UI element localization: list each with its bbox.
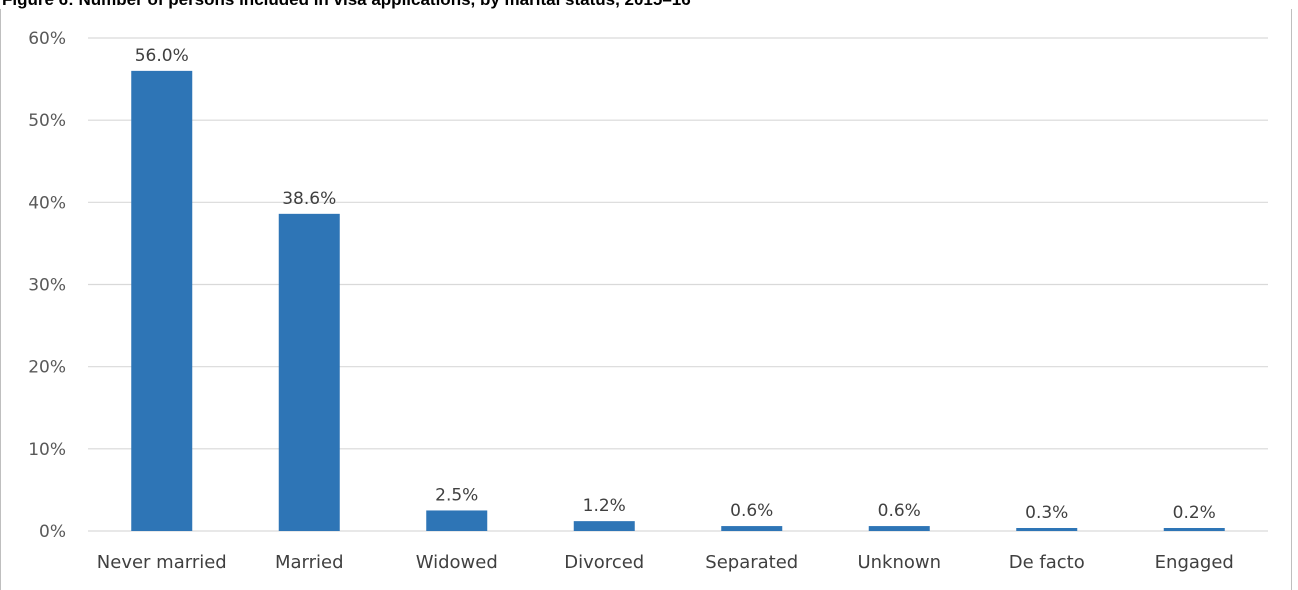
chart-title: Figure 6: Number of persons included in … <box>2 0 1292 9</box>
bar <box>1163 528 1225 531</box>
x-category-label: Married <box>275 552 344 573</box>
y-tick-label: 30% <box>28 276 66 296</box>
x-category-label: Separated <box>705 552 798 573</box>
chart-frame <box>0 9 1292 590</box>
bar <box>278 213 340 531</box>
x-category-label: Engaged <box>1155 552 1234 573</box>
data-label: 2.5% <box>435 485 478 505</box>
data-label: 56.0% <box>135 46 189 66</box>
bar <box>1016 528 1078 531</box>
x-axis-categories: Never married Married Widowed Divorced Separ… <box>97 552 1234 573</box>
data-label: 0.3% <box>1025 503 1068 523</box>
y-tick-label: 60% <box>28 29 66 49</box>
data-label: 38.6% <box>282 189 336 209</box>
bar <box>573 521 635 531</box>
x-category-label: Divorced <box>564 552 644 573</box>
x-category-label: Never married <box>97 552 227 573</box>
x-category-label: Unknown <box>857 552 941 573</box>
y-axis-ticks: 0% 10% 20% 30% 40% 50% 60% <box>28 29 66 542</box>
y-tick-label: 20% <box>28 358 66 378</box>
y-tick-label: 0% <box>39 522 66 542</box>
y-tick-label: 10% <box>28 440 66 460</box>
x-category-label: Widowed <box>416 552 498 573</box>
bars <box>131 70 1225 531</box>
x-category-label: De facto <box>1009 552 1085 573</box>
data-label: 0.6% <box>730 501 773 521</box>
data-label: 1.2% <box>583 496 626 516</box>
data-labels: 56.0% 38.6% 2.5% 1.2% 0.6% 0.6% 0.3% 0.2% <box>135 46 1216 523</box>
data-label: 0.2% <box>1173 503 1216 523</box>
data-label: 0.6% <box>878 501 921 521</box>
y-tick-label: 40% <box>28 193 66 213</box>
gridlines <box>88 37 1268 532</box>
bar <box>868 526 930 531</box>
bar <box>721 526 783 531</box>
y-tick-label: 50% <box>28 111 66 131</box>
bar <box>131 70 193 531</box>
bar <box>426 510 488 531</box>
